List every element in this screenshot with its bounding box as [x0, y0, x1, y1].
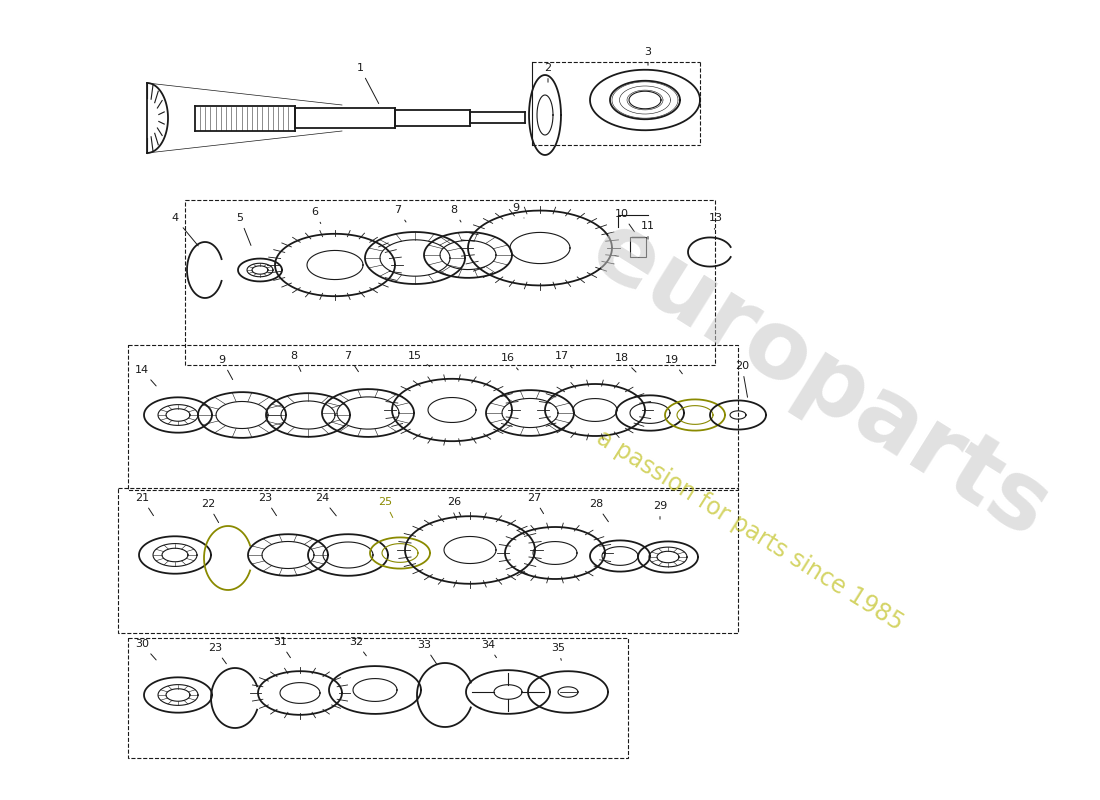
Text: a passion for parts since 1985: a passion for parts since 1985: [592, 425, 908, 635]
Bar: [185, 200, 715, 365]
Text: 23: 23: [208, 643, 227, 664]
Text: 11: 11: [641, 221, 654, 239]
Text: 18: 18: [615, 353, 636, 372]
Text: 35: 35: [551, 643, 565, 660]
Text: 17: 17: [554, 351, 572, 368]
Bar: [128, 638, 628, 758]
Text: 25: 25: [378, 497, 393, 518]
Text: 20: 20: [735, 361, 749, 398]
Text: 27: 27: [527, 493, 543, 514]
Text: 23: 23: [257, 493, 276, 516]
Text: 8: 8: [450, 205, 461, 222]
Text: 29: 29: [653, 501, 667, 519]
Text: 22: 22: [201, 499, 219, 522]
Text: 26: 26: [447, 497, 461, 515]
Text: 4: 4: [172, 213, 198, 246]
Text: 9: 9: [219, 355, 233, 379]
Text: 3: 3: [645, 47, 651, 66]
Text: 19: 19: [664, 355, 682, 374]
Text: 34: 34: [481, 640, 496, 658]
Text: 9: 9: [513, 203, 524, 218]
Text: 31: 31: [273, 637, 290, 658]
Text: 16: 16: [500, 353, 518, 370]
Bar: [128, 345, 738, 490]
Text: 5: 5: [236, 213, 251, 246]
Text: 8: 8: [290, 351, 301, 371]
Text: 32: 32: [349, 637, 366, 656]
Text: 10: 10: [615, 209, 635, 232]
Bar: [630, 237, 646, 257]
Text: 14: 14: [135, 365, 156, 386]
Text: 13: 13: [710, 213, 723, 230]
Text: 7: 7: [395, 205, 406, 222]
Text: europarts: europarts: [574, 202, 1066, 558]
Text: 24: 24: [315, 493, 337, 516]
Text: 30: 30: [135, 639, 156, 660]
Text: 15: 15: [408, 351, 430, 366]
Text: 7: 7: [344, 351, 359, 372]
Text: 1: 1: [356, 63, 378, 103]
Text: 33: 33: [417, 640, 437, 664]
Text: 21: 21: [135, 493, 154, 516]
Text: 2: 2: [544, 63, 551, 82]
Bar: [118, 488, 738, 633]
Text: 28: 28: [588, 499, 608, 522]
Text: 6: 6: [311, 207, 321, 223]
